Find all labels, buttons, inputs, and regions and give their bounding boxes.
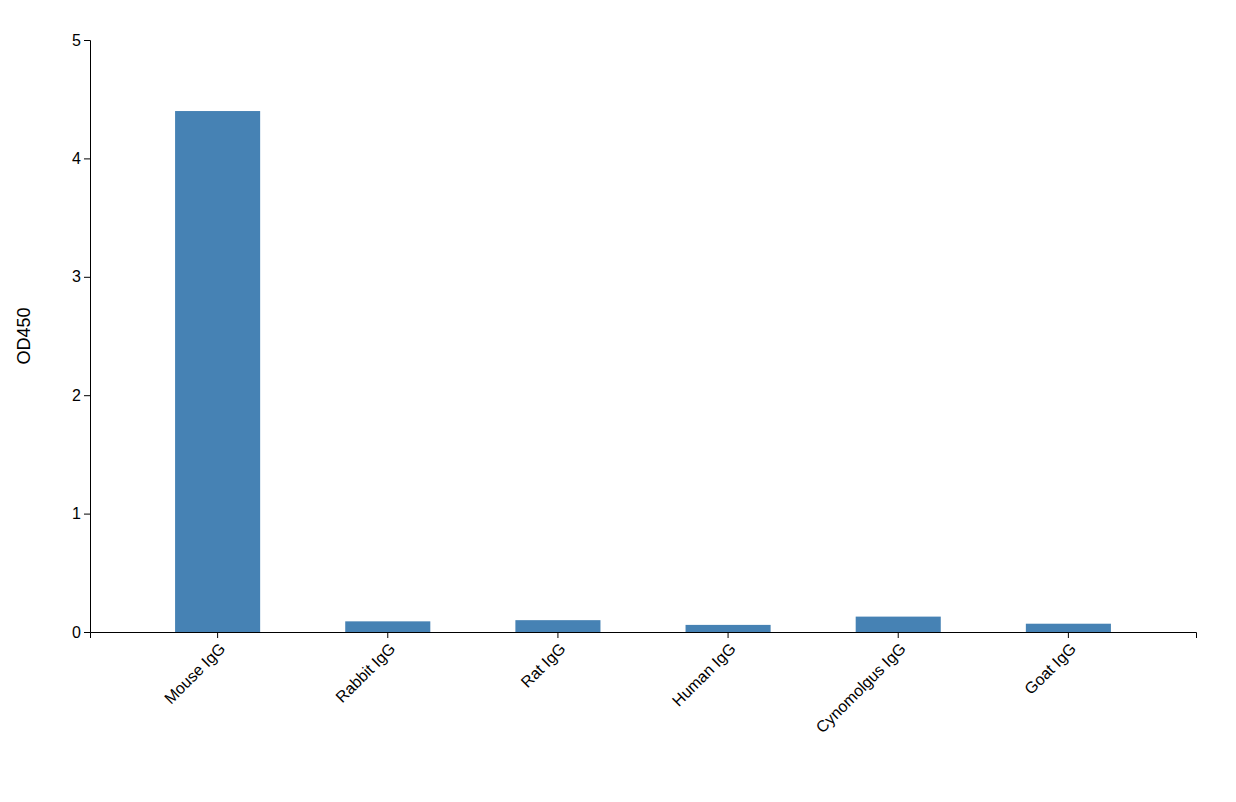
tick-label: Human IgG <box>669 640 739 710</box>
y-axis: 0 1 2 3 4 5 <box>72 32 90 641</box>
bars <box>175 111 1111 632</box>
tick: Rat IgG <box>518 632 569 691</box>
tick-label: 2 <box>72 387 81 404</box>
tick: 2 <box>72 387 90 404</box>
chart: 0 1 2 3 4 5 Mouse IgG Rabbit IgG Rat IgG Human Ig… <box>0 0 1236 802</box>
tick: Goat IgG <box>1021 632 1079 698</box>
bar <box>175 111 260 632</box>
tick-label: 4 <box>72 150 81 167</box>
tick-mark <box>84 40 90 41</box>
tick-label: Mouse IgG <box>161 640 228 707</box>
axis-line <box>91 633 1197 639</box>
tick-label: 0 <box>72 624 81 641</box>
tick-mark <box>387 632 388 638</box>
tick-mark <box>84 277 90 278</box>
tick-mark <box>728 632 729 638</box>
tick: 4 <box>72 150 90 167</box>
tick: 1 <box>72 505 90 522</box>
bar <box>345 621 430 632</box>
tick-mark <box>1068 632 1069 638</box>
axis-line <box>84 41 91 633</box>
x-axis: Mouse IgG Rabbit IgG Rat IgG Human IgG Cynom… <box>91 632 1197 736</box>
tick: 0 <box>72 624 90 641</box>
y-axis-title: OD450 <box>14 307 34 364</box>
tick-mark <box>84 158 90 159</box>
bar <box>686 625 771 632</box>
tick-label: 1 <box>72 505 81 522</box>
tick-mark <box>84 632 90 633</box>
tick: 3 <box>72 268 90 285</box>
tick-mark <box>898 632 899 638</box>
tick-mark <box>84 395 90 396</box>
tick-label: Rat IgG <box>518 640 569 691</box>
tick-label: Cynomolgus IgG <box>813 640 909 736</box>
tick: Rabbit IgG <box>332 632 398 706</box>
tick-label: Rabbit IgG <box>332 640 398 706</box>
tick-mark <box>557 632 558 638</box>
bar <box>515 620 600 632</box>
plot: 0 1 2 3 4 5 Mouse IgG Rabbit IgG Rat IgG Human Ig… <box>14 32 1197 736</box>
tick: Human IgG <box>669 632 739 710</box>
bar <box>1026 624 1111 632</box>
tick-mark <box>217 632 218 638</box>
tick: Cynomolgus IgG <box>813 632 909 736</box>
bar <box>856 617 941 632</box>
tick-label: 3 <box>72 268 81 285</box>
tick-label: 5 <box>72 32 81 49</box>
tick: Mouse IgG <box>161 632 228 707</box>
tick: 5 <box>72 32 90 49</box>
tick-label: Goat IgG <box>1021 640 1079 698</box>
tick-mark <box>84 514 90 515</box>
